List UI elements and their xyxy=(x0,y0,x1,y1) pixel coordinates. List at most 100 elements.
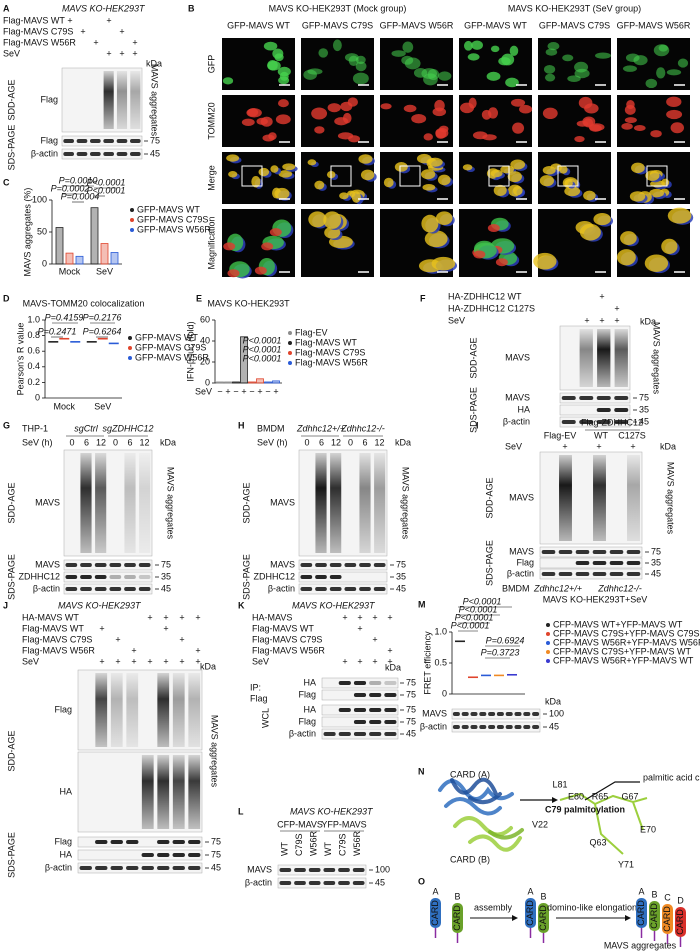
cell-signal xyxy=(579,223,601,241)
cell-signal xyxy=(435,211,453,225)
cell-signal xyxy=(314,126,325,134)
cell-signal xyxy=(564,179,573,187)
cell-signal xyxy=(564,186,581,197)
gel-label: SDD-AGE xyxy=(6,482,16,523)
cell-signal xyxy=(629,191,646,202)
cell-signal xyxy=(633,125,646,132)
band xyxy=(90,139,101,143)
card-domain xyxy=(662,904,673,934)
band xyxy=(116,152,128,156)
row-label: Flag-MAVS C79S xyxy=(252,634,322,644)
smear xyxy=(593,455,606,541)
blot xyxy=(298,449,388,557)
annotation: P<0.0001 xyxy=(451,620,490,630)
legend-label: CFP-MAVS WT+YFP-MAVS WT xyxy=(553,619,683,629)
x-axis-label: SeV xyxy=(195,386,212,396)
row-label: Flag-MAVS W56R xyxy=(252,645,325,655)
kda: kDa xyxy=(545,696,561,706)
legend-marker xyxy=(128,356,132,360)
annotation: P=0.0004 xyxy=(61,191,100,201)
side-label: MAVS aggregates xyxy=(150,64,160,137)
cell-signal xyxy=(588,123,605,132)
cell-signal xyxy=(307,159,317,166)
cell-signal xyxy=(260,116,273,127)
cell-signal xyxy=(223,242,236,251)
band xyxy=(294,868,306,872)
band-label: Flag xyxy=(54,704,72,714)
gel-label: SDS-PAGE xyxy=(241,554,251,600)
cell-signal xyxy=(228,171,238,178)
time: 12 xyxy=(139,437,149,447)
cell-signal xyxy=(677,58,689,68)
blot xyxy=(298,571,388,583)
band xyxy=(300,587,313,591)
cell-signal xyxy=(437,174,451,186)
band-label: β-actin xyxy=(289,728,316,738)
row-label: Flag-MAVS WT xyxy=(252,623,314,633)
band xyxy=(470,712,478,716)
band-label: MAVS xyxy=(270,497,295,507)
band xyxy=(308,868,321,872)
footer: Zdhhc12-/- xyxy=(597,583,642,593)
cell-signal xyxy=(226,154,240,162)
structure-label: CARD (B) xyxy=(450,854,490,864)
smear xyxy=(80,453,92,553)
band-label: HA xyxy=(303,704,316,714)
band-label: Flag xyxy=(298,689,316,699)
legend-marker xyxy=(130,218,134,222)
gel-label: SDD-AGE xyxy=(6,730,16,771)
inset-box xyxy=(557,165,579,187)
cell-signal xyxy=(311,107,328,120)
annotation: P<0.0001 xyxy=(455,612,494,622)
smear xyxy=(124,453,136,553)
structure-label: Q63 xyxy=(589,837,606,847)
band xyxy=(338,681,351,685)
column-label: GFP-MAVS WT xyxy=(464,20,527,30)
cell-signal xyxy=(645,170,660,181)
panel-letter: O xyxy=(418,876,425,886)
marker: 35 xyxy=(651,557,661,567)
marker: 75 xyxy=(211,836,221,846)
band xyxy=(596,408,611,412)
cell-signal xyxy=(593,212,611,226)
panel-letter: H xyxy=(238,420,245,430)
band xyxy=(514,712,522,716)
smear xyxy=(141,755,154,829)
card-domain xyxy=(636,898,647,928)
bar xyxy=(216,381,224,384)
sign: + xyxy=(115,634,120,644)
panel-letter: D xyxy=(3,293,10,303)
sign: + xyxy=(372,656,377,666)
cell-signal xyxy=(327,103,341,113)
cell-signal xyxy=(241,118,255,126)
sign: + xyxy=(372,634,377,644)
band-label: MAVS xyxy=(270,559,295,569)
band xyxy=(124,563,136,567)
cell-signal xyxy=(360,169,375,181)
cell-signal xyxy=(274,187,290,200)
annotation: P<0.0001 xyxy=(243,335,282,345)
band xyxy=(579,396,594,400)
cell-signal xyxy=(486,71,501,81)
y-tick-label: 0.6 xyxy=(27,346,40,356)
arrow-head xyxy=(552,797,558,803)
cell-signal xyxy=(402,41,414,53)
group-label: YFP-MAVS xyxy=(321,819,366,829)
cell-signal xyxy=(666,69,682,76)
structure-label: L81 xyxy=(552,779,567,789)
row-label: Flag-MAVS WT xyxy=(3,15,65,25)
row-label: SeV xyxy=(252,656,269,666)
band xyxy=(323,868,336,872)
marker: 75 xyxy=(406,689,416,699)
group-label: sgZDHHC12 xyxy=(102,423,153,433)
band xyxy=(514,725,522,729)
band xyxy=(95,866,108,870)
sign: + xyxy=(99,656,104,666)
sign: + xyxy=(195,645,200,655)
structure-label: E70 xyxy=(640,824,656,834)
band xyxy=(94,575,107,579)
band xyxy=(300,563,313,567)
annotation: P=0.3723 xyxy=(481,647,520,657)
band xyxy=(592,572,607,576)
y-tick-label: 20 xyxy=(200,356,210,366)
